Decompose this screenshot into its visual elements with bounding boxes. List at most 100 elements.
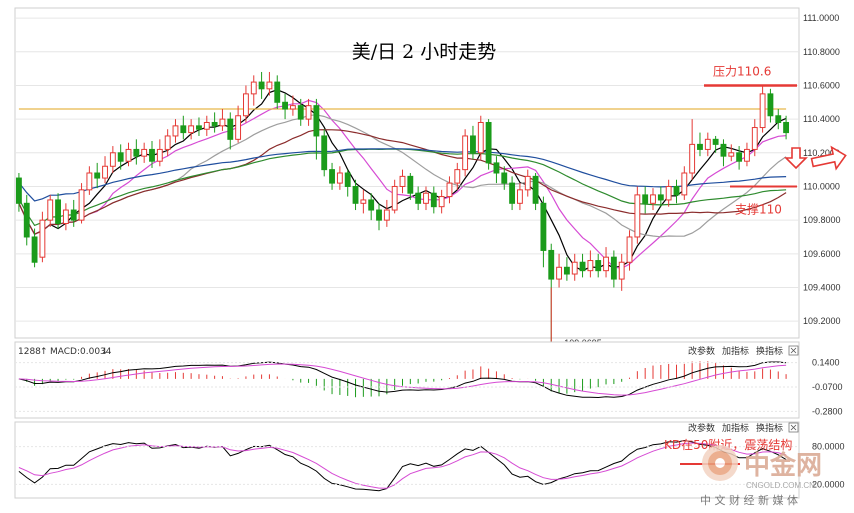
candle-body [313, 105, 320, 137]
candle-body [454, 169, 461, 184]
kd-switch-indicator-button[interactable]: 换指标 [756, 422, 783, 434]
candle-body [109, 152, 116, 167]
kd-close-icon[interactable] [788, 422, 799, 433]
macd-close-icon[interactable] [788, 345, 799, 356]
watermark-domain: CNGOLD.COM.CN [746, 481, 815, 490]
candle-body [289, 105, 296, 110]
kd-tick-label: 80.0000 [812, 442, 845, 452]
macd-header-id: 1288 [18, 347, 41, 357]
candle-body [720, 143, 727, 157]
candle-body [493, 162, 500, 174]
kd-axis: 80.0000 20.0000 [15, 442, 845, 489]
candle-body [352, 185, 359, 204]
candle-body [767, 93, 774, 117]
candle-body [540, 202, 547, 251]
candle-body [211, 121, 218, 127]
candle-body [243, 93, 249, 117]
candle-body [391, 185, 398, 211]
y-tick-label: 109.8000 [803, 215, 841, 225]
candle-body [321, 135, 328, 171]
y-tick-label: 110.2000 [803, 148, 840, 158]
candle-body [642, 194, 649, 204]
y-tick-label: 109.4000 [803, 282, 841, 292]
candle-body [532, 175, 539, 204]
candle-body [250, 81, 257, 95]
kd-change-params-button[interactable]: 改参数 [688, 422, 715, 434]
candle-body [55, 199, 61, 225]
candle-body [368, 199, 375, 211]
candle-body [360, 199, 367, 204]
candle-body [477, 121, 484, 154]
candle-body [595, 260, 602, 272]
candle-body [751, 127, 758, 150]
candle-body [556, 266, 562, 280]
y-tick-label: 110.8000 [803, 47, 840, 57]
candle-body [462, 135, 469, 171]
macd-histogram-and-lines [18, 361, 787, 399]
macd-down-arrow-icon: ↓ [101, 347, 109, 357]
y-tick-label: 111.0000 [803, 13, 839, 23]
candle-body [783, 121, 790, 134]
candle-body [697, 143, 703, 150]
candle-body [407, 175, 414, 194]
candle-body [172, 125, 179, 137]
macd-panel: 1288 ↑ MACD:0.0034 ↓ 改参数 加指标 换指标 0.1400 -… [14, 341, 843, 419]
kd-add-indicator-button[interactable]: 加指标 [722, 422, 749, 434]
candle-body [31, 236, 38, 263]
candle-body [258, 81, 265, 90]
price-axis: 111.0000 110.8000 110.6000 110.4000 110.2000… [803, 13, 841, 326]
candle-body [587, 260, 594, 272]
candle-body [117, 152, 124, 162]
candle-body [141, 148, 148, 157]
macd-tick-label: -0.0700 [812, 382, 843, 392]
candle-body [610, 256, 617, 280]
macd-dea-line [18, 363, 787, 396]
candle-body [62, 209, 69, 225]
candle-body [344, 172, 351, 187]
candle-body [149, 148, 155, 162]
y-tick-label: 109.6000 [803, 249, 841, 259]
macd-tick-label: 0.1400 [812, 358, 840, 368]
candle-body [235, 115, 242, 140]
candle-body [438, 196, 445, 208]
macd-axis: 0.1400 -0.0700 -0.2800 [15, 358, 843, 416]
candle-body [297, 105, 304, 120]
candle-body [736, 152, 743, 162]
kd-tick-label: 20.0000 [812, 479, 845, 489]
candle-body [282, 101, 289, 110]
candle-body [470, 135, 476, 154]
candle-body [712, 138, 719, 145]
macd-switch-indicator-button[interactable]: 换指标 [756, 345, 783, 357]
candles [15, 71, 790, 344]
candle-body [548, 249, 555, 280]
macd-change-params-button[interactable]: 改参数 [688, 345, 715, 357]
candle-body [180, 125, 187, 134]
candle-body [626, 236, 633, 263]
candle-body [156, 148, 163, 162]
macd-header-label: MACD:0.0034 [50, 347, 112, 357]
y-tick-label: 110.4000 [803, 114, 840, 124]
candle-body [47, 199, 54, 221]
candle-body [501, 172, 508, 184]
candle-body [219, 118, 226, 127]
candle-body [673, 185, 680, 196]
candle-body [516, 189, 523, 204]
watermark: 中金网 CNGOLD.COM.CN 中 文 财 经 新 媒 体 [700, 445, 822, 507]
candle-body [188, 125, 195, 134]
candle-body [728, 152, 735, 157]
candle-body [665, 185, 672, 201]
kd-annotation: KD在50附近，震荡结构 [664, 437, 792, 452]
macd-dif-line [18, 361, 787, 399]
candle-body [509, 182, 516, 204]
candle-body [563, 266, 570, 275]
candle-body [681, 172, 688, 196]
candle-body [203, 121, 210, 130]
candle-body [430, 192, 437, 208]
macd-add-indicator-button[interactable]: 加指标 [722, 345, 749, 357]
macd-up-arrow-icon: ↑ [40, 347, 48, 357]
candle-body [446, 182, 453, 198]
candle-body [94, 172, 101, 179]
candle-body [657, 194, 664, 201]
y-tick-label: 110.6000 [803, 80, 840, 90]
support-label: 支撑110 [735, 201, 782, 216]
